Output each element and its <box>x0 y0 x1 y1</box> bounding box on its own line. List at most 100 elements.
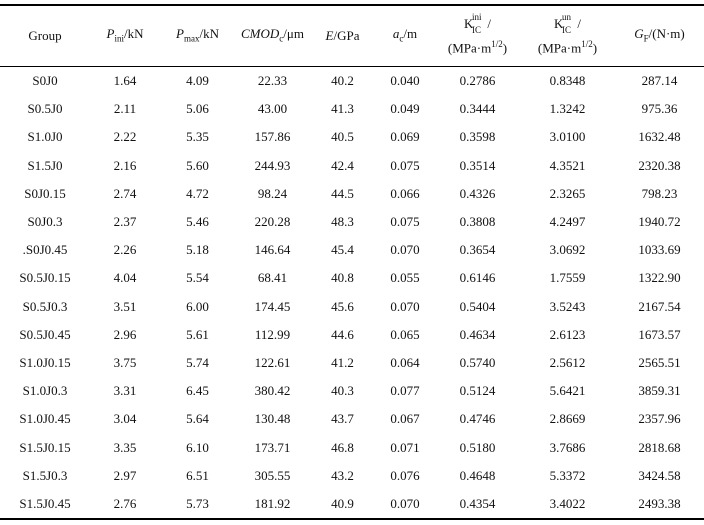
group-cell: S0.5J0 <box>27 101 63 117</box>
value-cell: 2.11 <box>113 101 137 117</box>
value-cell: 1632.48 <box>638 129 681 145</box>
table-row: S1.0J0.45 3.04 5.64 130.48 43.7 0.067 0.4746 2.… <box>0 405 704 433</box>
value-cell: 5.3372 <box>549 467 586 483</box>
value-cell: 0.065 <box>390 326 420 342</box>
table-row: S1.0J0.3 3.31 6.45 380.42 40.3 0.077 0.5124 5.6… <box>0 377 704 405</box>
value-cell: 44.5 <box>331 185 354 201</box>
header-unit: /kN <box>199 25 219 41</box>
value-cell: 2320.38 <box>638 157 681 173</box>
value-cell: 1.64 <box>113 73 137 89</box>
value-cell: 157.86 <box>254 129 291 145</box>
value-cell: 2.26 <box>113 242 137 258</box>
header-sup: ini <box>471 11 482 22</box>
table-row: S0J0.15 2.74 4.72 98.24 44.5 0.066 0.4326 2.326… <box>0 180 704 208</box>
value-cell: 146.64 <box>254 242 291 258</box>
header-unit: (MPa·m <box>537 40 582 56</box>
value-cell: 0.040 <box>390 73 420 89</box>
header-symbol: G <box>634 25 644 41</box>
value-cell: 1673.57 <box>638 326 681 342</box>
value-cell: 4.09 <box>186 73 209 89</box>
value-cell: 0.070 <box>390 298 420 314</box>
group-cell: S1.5J0.45 <box>0 489 90 521</box>
header-cell: Group <box>0 4 90 67</box>
header-sup: 1/2 <box>581 38 593 49</box>
value-cell: 0.4634 <box>459 326 496 342</box>
value-cell: 0.055 <box>390 270 420 286</box>
value-cell: 798.23 <box>641 185 678 201</box>
value-cell: 0.5180 <box>459 439 496 455</box>
header-unit: (MPa·m <box>447 40 492 56</box>
header-sub: ini <box>114 33 124 44</box>
value-cell: 2.76 <box>90 489 160 521</box>
group-cell: S0J0.15 <box>24 185 66 201</box>
value-cell: 0.071 <box>390 439 420 455</box>
value-cell: 43.2 <box>331 467 354 483</box>
header-text: Group <box>28 28 62 43</box>
value-cell: 2167.54 <box>638 298 681 314</box>
value-cell: 2565.51 <box>638 354 681 370</box>
value-cell: 0.4746 <box>459 411 496 427</box>
value-cell: 0.070 <box>375 489 435 521</box>
value-cell: 5.74 <box>186 354 209 370</box>
value-cell: 3.35 <box>113 439 137 455</box>
value-cell: 2.16 <box>113 157 137 173</box>
page: Group Pini/kN Pmax/kN CMODc/μm E/GPa ac/… <box>0 4 704 525</box>
value-cell: 0.067 <box>390 411 420 427</box>
value-cell: 181.92 <box>235 489 310 521</box>
group-cell: S1.5J0.15 <box>19 439 71 455</box>
value-cell: 2.97 <box>113 467 137 483</box>
value-cell: 1.3242 <box>549 101 586 117</box>
table-row: S0.5J0.45 2.96 5.61 112.99 44.6 0.065 0.4634 2.… <box>0 321 704 349</box>
table-header: Group Pini/kN Pmax/kN CMODc/μm E/GPa ac/… <box>0 4 704 67</box>
value-cell: 2.22 <box>113 129 137 145</box>
group-cell: S1.5J0 <box>27 157 63 173</box>
table-row: S0J0 1.64 4.09 22.33 40.2 0.040 0.2786 0.8348 28… <box>0 67 704 96</box>
value-cell: 6.00 <box>186 298 209 314</box>
value-cell: 3859.31 <box>638 383 681 399</box>
table-row: S0.5J0.15 4.04 5.54 68.41 40.8 0.055 0.6146 1.7… <box>0 264 704 292</box>
value-cell: 5.18 <box>186 242 209 258</box>
header-cell: CMODc/μm <box>235 4 310 67</box>
header-sub: max <box>183 33 200 44</box>
header-sub: IC <box>561 24 571 35</box>
value-cell: 3.75 <box>113 354 137 370</box>
value-cell: 2.37 <box>113 214 137 230</box>
value-cell: 2.3265 <box>549 185 586 201</box>
group-cell: S0.5J0.45 <box>19 326 71 342</box>
value-cell: 0.3514 <box>459 157 496 173</box>
value-cell: 48.3 <box>331 214 354 230</box>
table-row: S1.5J0.45 2.76 5.73 181.92 40.9 0.070 0.4354 3.… <box>0 489 704 521</box>
header-sub: IC <box>471 24 481 35</box>
value-cell: 2357.96 <box>638 411 681 427</box>
value-cell: 41.2 <box>331 354 354 370</box>
value-cell: 0.066 <box>390 185 420 201</box>
header-symbol: CMOD <box>241 25 280 41</box>
header-cell: Pmax/kN <box>160 4 235 67</box>
value-cell: 0.3444 <box>459 101 496 117</box>
value-cell: 0.5740 <box>459 354 496 370</box>
value-cell: 122.61 <box>254 354 291 370</box>
value-cell: 40.2 <box>331 73 354 89</box>
value-cell: 975.36 <box>641 101 678 117</box>
value-cell: 46.8 <box>331 439 354 455</box>
group-cell: S1.0J0.15 <box>19 354 71 370</box>
value-cell: 0.3808 <box>459 214 496 230</box>
value-cell: 4.72 <box>186 185 209 201</box>
value-cell: 3.0100 <box>549 129 586 145</box>
value-cell: 45.4 <box>331 242 354 258</box>
value-cell: 0.075 <box>390 214 420 230</box>
table-row: S0.5J0 2.11 5.06 43.00 41.3 0.049 0.3444 1.3242… <box>0 95 704 123</box>
header-sub: F <box>643 33 649 44</box>
value-cell: 0.4648 <box>459 467 496 483</box>
value-cell: 0.2786 <box>459 73 496 89</box>
header-sup: 1/2 <box>491 38 503 49</box>
value-cell: 0.6146 <box>459 270 496 286</box>
header-cell: Pini/kN <box>90 4 160 67</box>
value-cell: 98.24 <box>257 185 288 201</box>
value-cell: 0.5404 <box>459 298 496 314</box>
value-cell: 112.99 <box>254 326 291 342</box>
table-row: .S0J0.45 2.26 5.18 146.64 45.4 0.070 0.3654 3.0… <box>0 236 704 264</box>
header-letter: K <box>463 15 474 31</box>
